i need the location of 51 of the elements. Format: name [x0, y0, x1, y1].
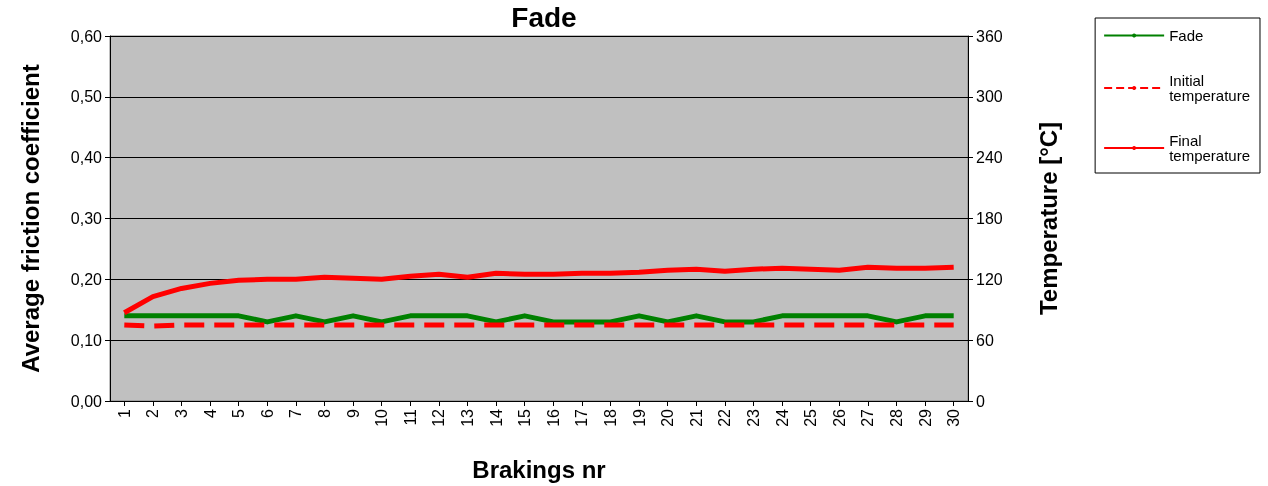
y-tick-label: 0,00 [70, 392, 103, 410]
x-tick-label: 30 [945, 408, 963, 427]
x-tick-label: 21 [687, 408, 705, 427]
y-tick-label: 0,50 [70, 88, 103, 106]
x-axis-title: Brakings nr [472, 455, 606, 483]
x-tick-label: 6 [258, 408, 276, 418]
y-tick-label: 0,20 [70, 270, 103, 288]
y-tick-label: 0,60 [70, 27, 103, 45]
x-tick-label: 4 [201, 408, 219, 418]
x-tick-label: 19 [630, 408, 648, 427]
x-tick-label: 10 [373, 408, 391, 427]
x-tick-label: 24 [773, 408, 791, 427]
y2-tick-label: 360 [976, 27, 1003, 45]
x-tick-label: 3 [173, 408, 190, 418]
x-tick-label: 7 [287, 408, 305, 418]
x-tick-label: 22 [716, 408, 734, 427]
x-tick-label: 11 [401, 408, 419, 426]
x-tick-label: 20 [659, 408, 677, 427]
y2-tick-label: 300 [976, 88, 1003, 106]
y2-tick-label: 180 [976, 210, 1003, 227]
chart-title: Fade [511, 1, 577, 33]
x-tick-label: 27 [859, 408, 877, 427]
x-tick-label: 25 [802, 408, 820, 427]
x-tick-label: 9 [344, 408, 362, 418]
x-tick-label: 29 [916, 408, 934, 427]
legend-label: Fade [1169, 27, 1204, 44]
x-tick-label: 13 [459, 408, 476, 427]
y-axis-title: Average friction coefficient [16, 64, 44, 373]
x-tick-label: 14 [487, 408, 505, 427]
y-tick-label: 0,40 [70, 149, 103, 167]
legend-label: Initial temperature [1169, 72, 1250, 104]
x-tick-label: 12 [430, 408, 448, 427]
x-tick-label: 18 [602, 408, 619, 427]
x-tick-label: 28 [888, 408, 905, 427]
y2-tick-label: 0 [976, 392, 985, 410]
x-tick-label: 2 [144, 408, 162, 418]
y-tick-label: 0,10 [70, 331, 103, 349]
x-tick-label: 23 [745, 408, 762, 427]
x-tick-label: 16 [544, 408, 562, 427]
y2-tick-label: 240 [976, 149, 1003, 167]
x-tick-label: 15 [516, 408, 534, 427]
x-tick-label: 26 [830, 408, 848, 427]
x-tick-label: 17 [573, 408, 591, 427]
x-tick-label: 8 [316, 408, 333, 418]
x-tick-label: 5 [230, 408, 248, 418]
y-tick-label: 0,30 [70, 210, 103, 227]
legend-label: Final temperature [1169, 132, 1250, 164]
x-tick-label: 1 [115, 408, 133, 418]
y2-tick-label: 120 [976, 270, 1003, 288]
y2-tick-label: 60 [976, 331, 994, 349]
y2-axis-title: Temperature [°C] [1034, 121, 1062, 316]
